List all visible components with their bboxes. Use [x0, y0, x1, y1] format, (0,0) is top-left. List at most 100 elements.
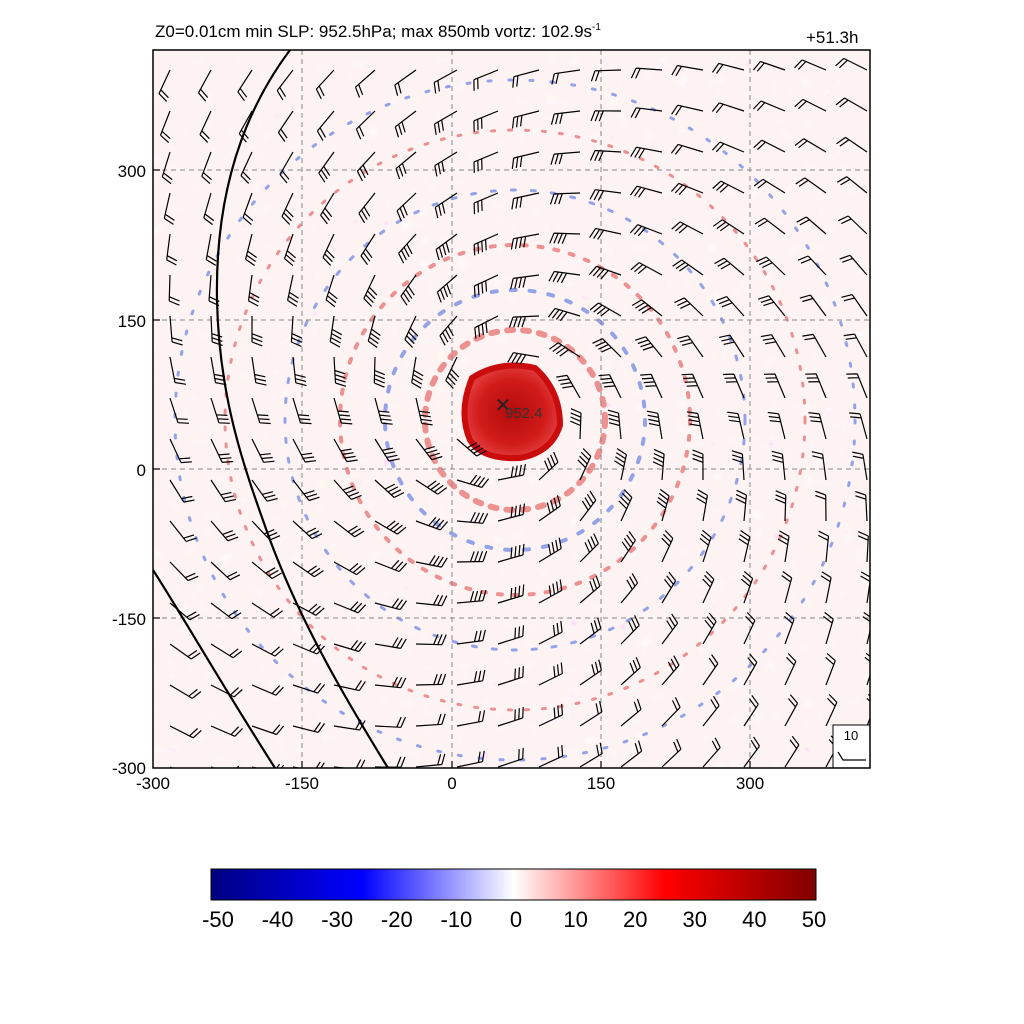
wind-barb: [169, 479, 195, 503]
wind-barb: [290, 315, 303, 348]
wind-barb: [677, 335, 704, 358]
wind-barb: [374, 559, 408, 573]
wind-barb: [415, 634, 447, 646]
x-tick-0: 0: [447, 774, 456, 793]
wind-barb: [550, 151, 581, 165]
wind-barb: [292, 722, 325, 733]
wind-barb: [538, 745, 564, 768]
wind-barb: [836, 136, 868, 153]
wind-barb: [618, 489, 633, 522]
wind-barb: [614, 448, 627, 481]
wind-barb: [607, 409, 622, 440]
wind-barb: [620, 657, 641, 686]
wind-barb: [203, 192, 215, 226]
wind-barb: [333, 561, 366, 576]
wind-barb: [838, 215, 868, 235]
wind-barb: [579, 659, 602, 686]
wind-barb: [497, 463, 526, 481]
wind-barb: [670, 143, 704, 155]
wind-barb: [835, 97, 868, 112]
wind-barb: [777, 530, 790, 563]
wind-barb: [292, 479, 320, 502]
wind-barb: [711, 102, 745, 114]
wind-barb: [661, 738, 682, 768]
wind-barb: [333, 719, 366, 731]
wind-barb: [671, 221, 704, 235]
wind-barb: [775, 490, 787, 522]
wind-barb: [497, 706, 524, 727]
wind-barb: [661, 655, 680, 686]
wind-barb: [415, 713, 446, 727]
wind-barb: [590, 69, 622, 82]
wind-barb: [210, 561, 241, 581]
wind-barb: [210, 479, 237, 503]
wind-barb: [473, 151, 499, 173]
wind-barb: [686, 411, 704, 440]
wind-barb: [620, 615, 640, 645]
wind-barb: [699, 529, 712, 563]
wind-barb: [579, 533, 599, 563]
wind-barb: [631, 299, 663, 317]
wind-barb: [247, 274, 260, 307]
wind-barb: [497, 503, 525, 522]
wind-barb: [415, 753, 446, 768]
wind-barb: [316, 110, 335, 141]
wind-barb: [374, 716, 406, 728]
wind-barb: [436, 274, 458, 303]
wind-barb: [661, 613, 679, 645]
forecast-time: +51.3h: [806, 28, 859, 47]
wind-barb: [538, 579, 563, 604]
wind-barb: [741, 570, 754, 604]
wind-barb: [589, 149, 622, 162]
wind-barb: [166, 233, 178, 266]
wind-barb: [333, 640, 367, 653]
wind-barb: [404, 315, 419, 348]
wind-barb: [556, 374, 581, 399]
wind-barb: [318, 151, 335, 183]
colorbar-tick: 30: [683, 907, 707, 932]
wind-barb: [356, 151, 376, 182]
wind-barb: [702, 654, 719, 686]
wind-barb: [374, 397, 393, 425]
wind-barb: [825, 694, 838, 727]
wind-barb: [210, 643, 243, 659]
wind-barb: [799, 294, 827, 317]
wind-barb: [251, 356, 267, 386]
wind-barb: [456, 750, 485, 768]
wind-barb: [590, 110, 622, 122]
wind-barb: [743, 653, 758, 686]
wind-barb: [630, 185, 663, 198]
wind-barb: [292, 642, 326, 655]
wind-barb: [251, 643, 284, 657]
wind-barb: [251, 602, 284, 618]
coastline-contours: [153, 50, 389, 768]
wind-barb: [245, 233, 257, 266]
eyewall: [461, 362, 564, 462]
wind-barb: [158, 69, 171, 102]
wind-barb: [445, 356, 460, 389]
wind-barb: [240, 151, 253, 184]
wind-barb: [497, 666, 524, 686]
wind-barb: [538, 703, 564, 727]
wind-barb: [415, 397, 433, 426]
wind-barb: [551, 69, 581, 85]
wind-barb: [795, 177, 827, 194]
wind-barb: [374, 676, 407, 689]
wind-barb: [474, 315, 499, 339]
wind-barb: [661, 571, 677, 604]
wind-barb: [754, 217, 786, 235]
wind-barb: [836, 176, 868, 194]
wind-barb: [808, 412, 827, 440]
wind-barb: [656, 488, 670, 522]
wind-barb: [579, 742, 603, 768]
wind-barb: [242, 192, 254, 226]
wind-barb: [315, 69, 335, 100]
wind-barb: [333, 520, 365, 538]
wind-barb: [199, 110, 212, 143]
wind-barb: [456, 438, 487, 457]
wind-barb: [292, 682, 326, 694]
wind-barb: [169, 725, 202, 739]
wind-barb: [630, 262, 663, 276]
wind-barb: [671, 65, 704, 77]
wind-barb: [855, 491, 868, 522]
